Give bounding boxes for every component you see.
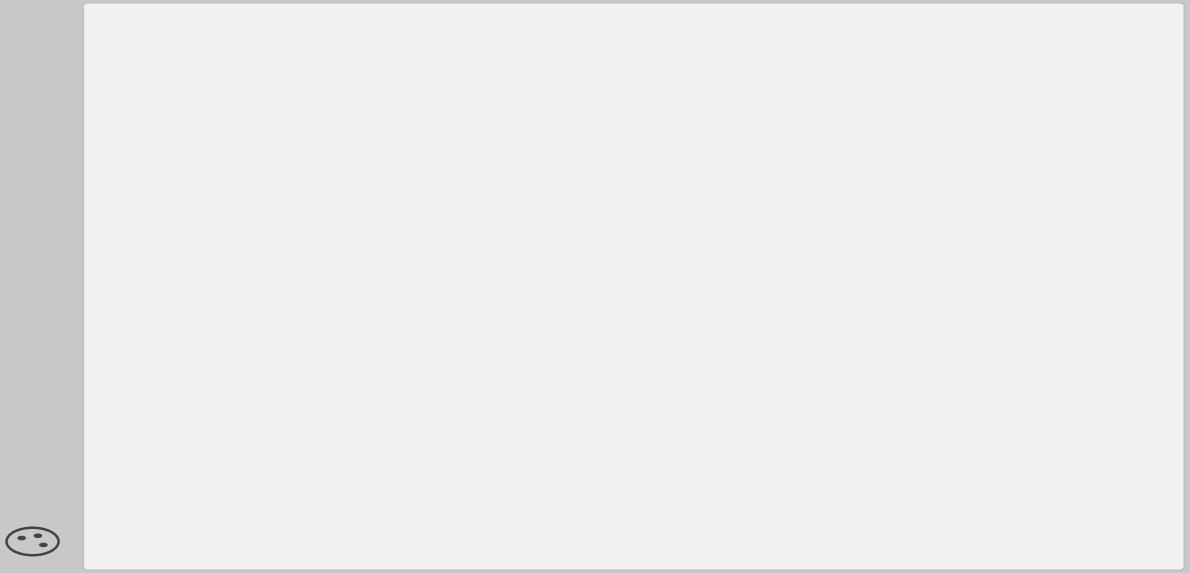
Text: ∨: ∨ <box>364 245 374 258</box>
Text: Significance level:: Significance level: <box>125 499 258 513</box>
FancyBboxPatch shape <box>233 237 380 266</box>
Text: A 99 % confidence interval for μ: 55 to 88: A 99 % confidence interval for μ: 55 to … <box>564 138 870 152</box>
Text: A confidence interval for a sample is given, followed by several hypotheses to t: A confidence interval for a sample is gi… <box>104 72 1042 85</box>
FancyBboxPatch shape <box>250 431 396 461</box>
Text: $H_0$: $H_0$ <box>396 244 416 264</box>
Text: (a) $H_0$: $\mu$ = 50 vs $H_a$: $\mu \neq$ 50: (a) $H_0$: $\mu$ = 50 vs $H_a$: $\mu \ne… <box>108 189 315 208</box>
Text: Conclusion:: Conclusion: <box>108 244 194 258</box>
Text: Current Attempt in Progress: Current Attempt in Progress <box>92 32 328 46</box>
Circle shape <box>33 533 43 538</box>
FancyBboxPatch shape <box>280 494 350 521</box>
Circle shape <box>18 536 26 540</box>
Text: $H_0$: $H_0$ <box>412 438 433 458</box>
Text: ∨: ∨ <box>321 315 330 328</box>
Text: Conclusion:: Conclusion: <box>125 438 209 453</box>
Text: (b) $H_0$: $\mu$ = 61 vs $H_a$: $\mu \neq$ 61: (b) $H_0$: $\mu$ = 61 vs $H_a$: $\mu \ne… <box>125 393 331 411</box>
Circle shape <box>39 543 48 547</box>
Text: interval to give a conclusion of the test (if possible) and also state the signi: interval to give a conclusion of the tes… <box>104 95 818 108</box>
FancyBboxPatch shape <box>265 308 337 335</box>
Text: ∨: ∨ <box>334 501 344 514</box>
Text: Significance level:: Significance level: <box>108 312 242 327</box>
Text: ∨: ∨ <box>381 440 389 453</box>
